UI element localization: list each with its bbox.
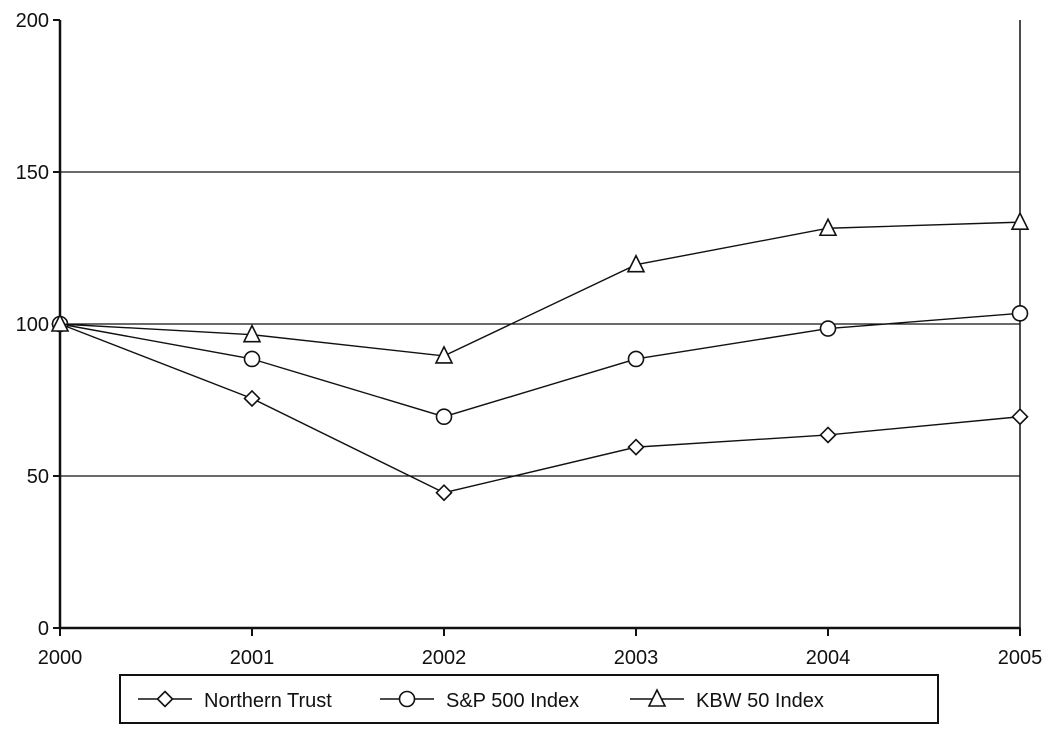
- series-line-northern-trust: [59, 323, 1021, 494]
- y-tick-label-150: 150: [16, 162, 49, 184]
- point-kbw-50-index-2003: [626, 253, 646, 273]
- legend-item-kbw-50-index: KBW 50 Index: [630, 688, 824, 712]
- legend-item-s-p-500-index: S&P 500 Index: [380, 690, 579, 712]
- point-northern-trust-2004: [819, 426, 837, 444]
- y-axis-ticks: 0 50 100 150 200: [16, 10, 60, 640]
- point-northern-trust-2003: [627, 438, 645, 456]
- x-axis-ticks: 2000 2001 2002 2003 2004 2005: [38, 628, 1043, 669]
- point-s-p-500-index-2002: [435, 408, 453, 426]
- x-tick-label-2004: 2004: [806, 647, 851, 669]
- point-kbw-50-index-2002: [434, 345, 454, 364]
- series-northern-trust: [51, 315, 1029, 502]
- point-northern-trust-2001: [243, 389, 261, 408]
- legend-label-northern-trust: Northern Trust: [204, 690, 332, 712]
- point-s-p-500-index-2001: [243, 350, 261, 368]
- legend-item-northern-trust: Northern Trust: [138, 690, 332, 712]
- point-kbw-50-index-2004: [818, 217, 838, 237]
- point-northern-trust-2002: [435, 484, 453, 502]
- grid-lines: [60, 171, 1020, 477]
- point-northern-trust-2005: [1011, 408, 1029, 426]
- series-kbw-50-index: [50, 211, 1030, 364]
- legend-marker-s-p-500-index: [398, 690, 416, 708]
- legend-marker-northern-trust: [156, 690, 174, 708]
- legend-label-kbw-50-index: KBW 50 Index: [696, 690, 824, 712]
- x-tick-label-2000: 2000: [38, 647, 83, 669]
- series-line-kbw-50-index: [59, 221, 1021, 357]
- point-kbw-50-index-2000: [50, 313, 70, 332]
- series-line-s-p-500-index: [59, 312, 1021, 418]
- point-s-p-500-index-2004: [819, 320, 837, 337]
- x-tick-label-2002: 2002: [422, 647, 467, 669]
- x-tick-label-2005: 2005: [998, 647, 1043, 669]
- point-s-p-500-index-2005: [1011, 305, 1029, 322]
- point-s-p-500-index-2003: [627, 350, 645, 368]
- legend-box: [119, 674, 939, 724]
- series-lines: [50, 211, 1030, 502]
- legend-marker-kbw-50-index: [647, 688, 667, 707]
- y-tick-label-0: 0: [38, 618, 49, 640]
- legend-label-s-p-500-index: S&P 500 Index: [446, 690, 579, 712]
- x-tick-label-2003: 2003: [614, 647, 659, 669]
- y-tick-label-50: 50: [27, 466, 49, 488]
- point-kbw-50-index-2001: [242, 323, 262, 343]
- y-tick-label-100: 100: [16, 314, 49, 336]
- point-kbw-50-index-2005: [1010, 211, 1030, 230]
- y-tick-label-200: 200: [16, 10, 49, 32]
- x-tick-label-2001: 2001: [230, 647, 275, 669]
- legend: Northern Trust S&P 500 Index KBW 50 Index: [119, 674, 939, 724]
